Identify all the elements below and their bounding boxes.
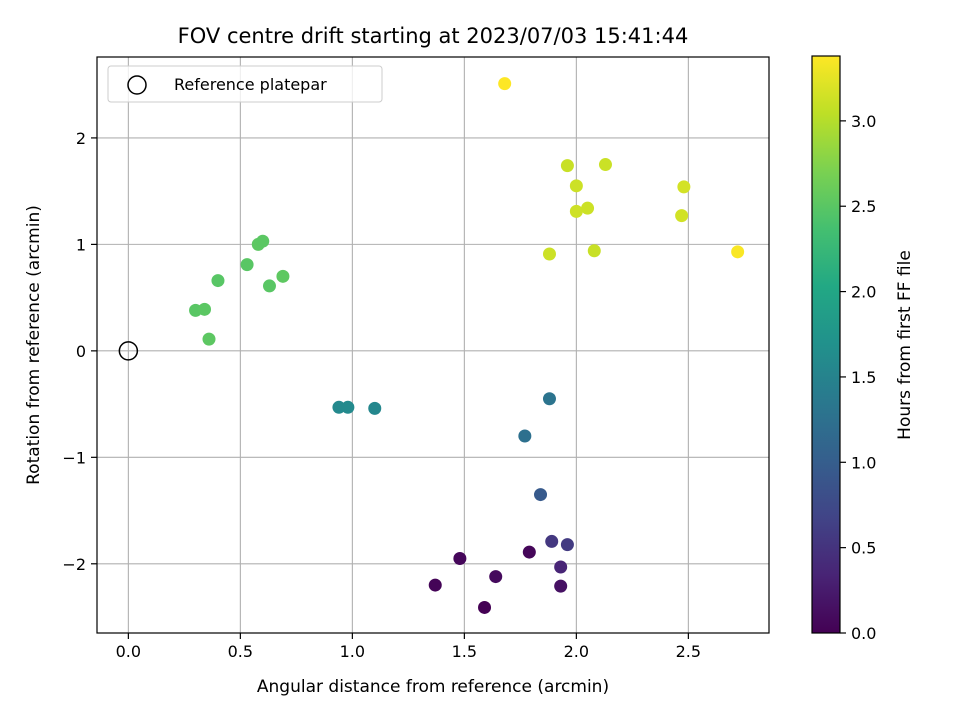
colorbar-tick-label: 1.5 xyxy=(851,368,876,387)
colorbar-tick-label: 0.0 xyxy=(851,624,876,643)
data-point xyxy=(276,269,290,283)
colorbar-tick-label: 3.0 xyxy=(851,112,876,131)
plot-frame xyxy=(96,56,770,634)
data-point xyxy=(428,578,442,592)
y-tick-label: −1 xyxy=(62,448,86,467)
y-axis-label: Rotation from reference (arcmin) xyxy=(24,205,44,485)
data-point xyxy=(569,204,583,218)
data-point xyxy=(569,179,583,193)
chart-title: FOV centre drift starting at 2023/07/03 … xyxy=(178,24,689,48)
data-point xyxy=(545,534,559,548)
data-point xyxy=(211,274,225,288)
data-point xyxy=(256,234,270,248)
x-tick-label: 1.5 xyxy=(452,642,477,661)
data-point xyxy=(368,401,382,415)
colorbar-frame xyxy=(811,55,841,634)
data-point xyxy=(542,247,556,261)
data-point xyxy=(587,244,601,258)
data-point xyxy=(560,538,574,552)
x-tick-label: 1.0 xyxy=(340,642,365,661)
data-point xyxy=(518,429,532,443)
y-tick-label: 1 xyxy=(76,235,86,254)
legend-entry-reference-platepar: Reference platepar xyxy=(174,75,327,94)
legend: Reference platepar xyxy=(107,65,383,103)
y-tick-label: 2 xyxy=(76,129,86,148)
data-points xyxy=(189,77,745,614)
x-tick-label: 0.0 xyxy=(116,642,141,661)
colorbar-tick-label: 0.5 xyxy=(851,539,876,558)
data-point xyxy=(262,279,276,293)
x-axis-label: Angular distance from reference (arcmin) xyxy=(257,677,609,697)
grid-lines xyxy=(97,57,769,633)
data-point xyxy=(478,600,492,614)
data-point xyxy=(522,545,536,559)
data-point xyxy=(560,159,574,173)
data-point xyxy=(598,158,612,172)
data-point xyxy=(202,332,216,346)
data-point xyxy=(332,400,346,414)
x-tick-label: 0.5 xyxy=(228,642,253,661)
data-point xyxy=(677,180,691,194)
data-point xyxy=(341,400,355,414)
x-tick-label: 2.0 xyxy=(564,642,589,661)
data-point xyxy=(453,551,467,565)
legend-box xyxy=(107,65,383,103)
colorbar-tick-label: 2.0 xyxy=(851,283,876,302)
reference-platepar-marker xyxy=(118,341,139,361)
x-axis-ticks: 0.0 0.5 1.0 1.5 2.0 2.5 xyxy=(116,633,701,661)
data-point xyxy=(554,579,568,593)
data-point xyxy=(542,392,556,406)
data-point xyxy=(498,77,512,91)
data-point xyxy=(675,209,689,223)
y-axis-ticks: −2 −1 0 1 2 xyxy=(62,129,97,574)
data-point xyxy=(240,258,254,272)
y-tick-label: 0 xyxy=(76,342,86,361)
colorbar-gradient xyxy=(812,56,840,633)
data-point xyxy=(489,570,503,584)
colorbar-tick-label: 2.5 xyxy=(851,197,876,216)
colorbar-label: Hours from first FF file xyxy=(895,250,915,440)
x-tick-label: 2.5 xyxy=(676,642,701,661)
colorbar: 0.0 0.5 1.0 1.5 2.0 2.5 3.0 Hours from first F… xyxy=(811,55,915,643)
legend-reference-marker xyxy=(127,75,147,95)
data-point xyxy=(581,201,595,215)
colorbar-tick-label: 1.0 xyxy=(851,453,876,472)
data-point xyxy=(534,488,548,502)
colorbar-ticks: 0.0 0.5 1.0 1.5 2.0 2.5 3.0 xyxy=(840,112,876,643)
data-point xyxy=(731,245,745,259)
y-tick-label: −2 xyxy=(62,555,86,574)
data-point xyxy=(198,302,212,316)
data-point xyxy=(554,560,568,574)
